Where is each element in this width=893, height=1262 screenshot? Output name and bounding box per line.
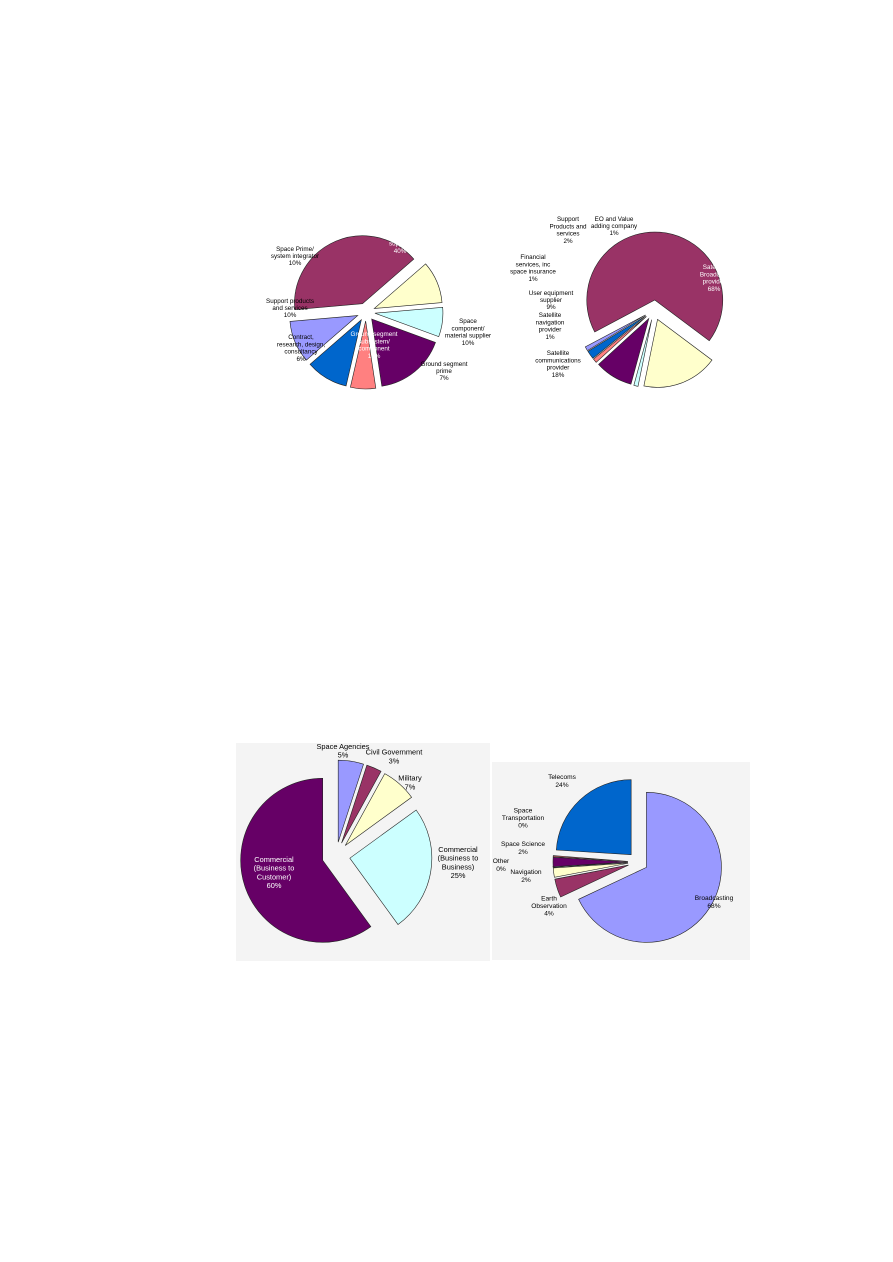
chart-4-slice-3-label: Navigation 2% (510, 869, 541, 884)
chart-4-slice-1-label: Broadcasting 68% (695, 895, 734, 910)
chart-4-slice-2-label: Earth Observation 4% (531, 895, 567, 917)
pie-chart-3-svg: Space Agencies 5% Civil Government 3% Milita… (240, 742, 479, 943)
chart-4-slice-6 (552, 855, 629, 862)
chart-1-slice-4-label: Ground segment subsystem/component 17% (351, 331, 398, 360)
chart-3-slice-2-label: Civil Government 3% (366, 748, 423, 766)
chart-1-slice-6 (309, 318, 362, 387)
chart-2-slice-2-label: Satellite communications provider 18% (535, 350, 581, 379)
chart-4-slice-5 (552, 856, 629, 868)
chart-2-slice-1-label: Satellite Broadcast provider 68% (700, 264, 729, 293)
chart-4-slice-5-label: Space Science 2% (501, 841, 545, 856)
pie-chart-4-svg: Broadcasting 68% Earth Observation 4% Navigat… (493, 774, 734, 943)
chart-3-slice-5-label: Commercial (Business to Customer) 60% (254, 855, 295, 890)
chart-1-slice-1 (294, 235, 415, 310)
chart-2-slice-7-label: EO and Value adding company 1% (591, 216, 638, 237)
chart-2-slice-2 (643, 318, 713, 388)
chart-1-slice-1-label: Space subsystem supplier 40% (385, 226, 415, 255)
chart-2-slice-5 (592, 316, 647, 363)
pie-chart-1-svg: Space subsystem supplier 40% Space component/… (266, 226, 491, 390)
chart-4-slice-7-label: Telecoms 24% (548, 774, 577, 789)
chart-1-slice-5-label: Contract, research, design, consultancy 6% (277, 334, 326, 363)
chart-1-slice-7-label: Space Prime/system integrator 10% (271, 246, 319, 267)
chart-1-slice-2-label: Space component/material supplier 10% (445, 318, 491, 347)
chart-1-slice-5 (349, 320, 377, 390)
pie-chart-1: Space subsystem supplier 40% Space component/… (258, 210, 491, 410)
chart-4-slice-1 (578, 792, 722, 943)
chart-2-slice-4-label: User equipment supplier 9% (529, 290, 574, 311)
pie-chart-2-svg: Satellite Broadcast provider 68% Satellite co… (510, 216, 729, 388)
chart-1-slice-6-label: Support products and services 10% (266, 298, 314, 319)
chart-2-slice-1 (586, 231, 723, 342)
chart-3-slice-1-label: Space Agencies 5% (316, 742, 369, 760)
chart-1-slice-7 (289, 315, 359, 361)
chart-2-slice-6-label: Support Products and services 2% (549, 216, 587, 245)
chart-3-slice-2 (341, 764, 382, 844)
pie-chart-2: Satellite Broadcast provider 68% Satellite co… (498, 210, 754, 410)
chart-4-slice-3 (552, 862, 629, 878)
chart-3-slice-5 (240, 778, 372, 943)
chart-4-slice-6-label: Space Transportation 0% (502, 807, 545, 829)
chart-1-slice-3-label: Ground segment prime 7% (421, 361, 468, 382)
chart-2-slice-3 (633, 319, 652, 387)
chart-3-slice-3 (344, 773, 413, 846)
chart-2-slice-5-label: Financial services, inc space insurance 1% (510, 254, 556, 283)
chart-4-slice-2 (554, 864, 629, 898)
chart-3-slice-1 (337, 759, 364, 843)
chart-1-slice-4 (371, 318, 436, 387)
chart-4-slice-7 (555, 779, 632, 856)
pie-chart-3: Space Agencies 5% Civil Government 3% Milita… (236, 742, 490, 961)
chart-3-slice-3-label: Military 7% (398, 774, 422, 792)
pie-chart-4: Broadcasting 68% Earth Observation 4% Navigat… (492, 762, 750, 960)
chart-3-slice-4-label: Commercial (Business to Business) 25% (438, 845, 479, 880)
chart-2-slice-3-label: Satellite navigation provider 1% (536, 312, 565, 341)
chart-1-slice-3 (374, 306, 444, 338)
chart-2-slice-6 (587, 315, 647, 359)
chart-3-slice-4 (349, 809, 433, 925)
chart-2-slice-7 (584, 314, 646, 352)
chart-4-slice-4-label: Other 0% (493, 858, 510, 873)
chart-1-slice-2 (373, 263, 443, 309)
chart-2-slice-4 (598, 317, 650, 385)
